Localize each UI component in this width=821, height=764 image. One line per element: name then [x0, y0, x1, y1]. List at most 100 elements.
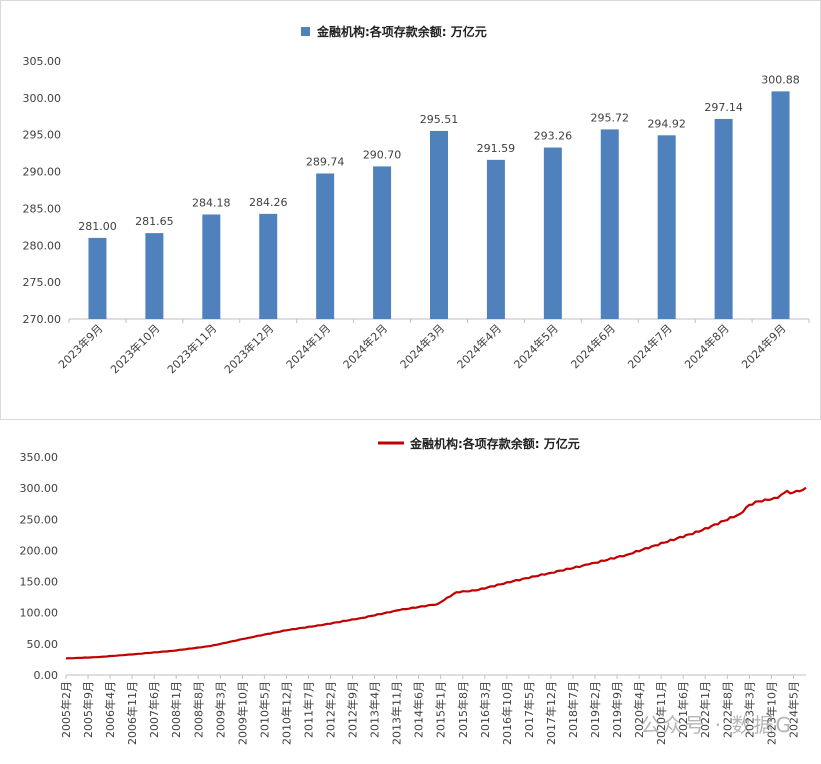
x-tick-label: 2023年10月: [764, 681, 778, 745]
x-tick-label: 2012年2月: [324, 681, 338, 738]
bar-legend: 金融机构:各项存款余额: 万亿元: [301, 24, 487, 39]
bar-chart: 金融机构:各项存款余额: 万亿元 270.00 275.00 280.00 285.00…: [23, 24, 810, 376]
x-tick-label: 2005年2月: [59, 681, 73, 738]
x-tick-label: 2024年8月: [682, 321, 732, 371]
y-tick-label: 275.00: [23, 276, 62, 289]
x-tick-label: 2005年9月: [81, 681, 95, 738]
bar-data-label: 281.65: [135, 215, 174, 228]
x-tick-label: 2017年12月: [544, 681, 558, 745]
bar: [88, 237, 107, 319]
line-legend: 金融机构:各项存款余额: 万亿元: [378, 436, 580, 451]
y-tick-label: 305.00: [23, 55, 62, 68]
bar-data-label: 297.14: [704, 101, 743, 114]
x-tick-label: 2023年12月: [221, 321, 276, 376]
x-tick-label: 2007年6月: [147, 681, 161, 738]
y-tick-label: 150.00: [20, 576, 59, 589]
bar: [543, 147, 562, 319]
x-tick-label: 2024年1月: [283, 321, 333, 371]
x-tick-label: 2008年1月: [169, 681, 183, 738]
bar-data-label: 295.51: [420, 113, 459, 126]
bar-legend-label: 金融机构:各项存款余额: 万亿元: [316, 24, 487, 39]
bar-data-label: 281.00: [78, 220, 117, 233]
bar: [771, 91, 790, 319]
y-tick-label: 285.00: [23, 202, 62, 215]
bar: [430, 130, 448, 319]
line-chart-panel: 金融机构:各项存款余额: 万亿元 0.00 50.00 100.00 150.00 200…: [0, 421, 821, 760]
x-tick-label: 2024年3月: [397, 321, 447, 371]
x-tick-label: 2016年10月: [500, 681, 514, 745]
x-tick-label: 2008年8月: [191, 681, 205, 738]
x-tick-label: 2024年5月: [511, 321, 561, 371]
bar-data-label: 294.92: [647, 117, 686, 130]
x-tick-label: 2024年4月: [454, 321, 504, 371]
x-tick-label: 2010年5月: [257, 681, 271, 738]
bar-data-label: 289.74: [306, 155, 345, 168]
x-tick-label: 2017年5月: [522, 681, 536, 738]
x-tick-label: 2023年3月: [742, 681, 756, 738]
x-tick-label: 2009年3月: [213, 681, 227, 738]
x-tick-label: 2024年5月: [786, 681, 800, 738]
bar-chart-panel: 金融机构:各项存款余额: 万亿元 270.00 275.00 280.00 285.00…: [0, 0, 821, 420]
bar-data-label: 284.26: [249, 196, 288, 209]
x-tick-label: 2024年9月: [738, 321, 788, 371]
bar-data-label: 295.72: [591, 111, 630, 124]
bar-data-label: 300.88: [761, 73, 800, 86]
x-tick-label: 2015年8月: [456, 681, 470, 738]
y-tick-label: 280.00: [23, 239, 62, 252]
line-legend-label: 金融机构:各项存款余额: 万亿元: [409, 436, 580, 451]
watermark: 公众号 · 数据G: [640, 713, 793, 737]
x-tick-label: 2024年6月: [568, 321, 618, 371]
x-tick-label: 2023年10月: [107, 321, 162, 376]
bar: [657, 135, 676, 319]
x-tick-label: 2015年1月: [434, 681, 448, 738]
x-tick-label: 2024年7月: [625, 321, 675, 371]
bar-legend-swatch: [301, 27, 310, 36]
x-tick-label: 2009年10月: [235, 681, 249, 745]
bar: [202, 214, 221, 319]
x-tick-label: 2019年9月: [610, 681, 624, 738]
bar: [145, 233, 164, 319]
x-tick-label: 2006年11月: [125, 681, 139, 745]
bar: [486, 159, 505, 319]
x-tick-label: 2023年11月: [164, 321, 219, 376]
x-tick-label: 2014年6月: [412, 681, 426, 738]
x-tick-label: 2012年9月: [346, 681, 360, 738]
line-chart: 金融机构:各项存款余额: 万亿元 0.00 50.00 100.00 150.00 200…: [20, 436, 807, 745]
y-tick-label: 300.00: [23, 92, 62, 105]
x-tick-label: 2016年3月: [478, 681, 492, 738]
deposit-series-line: [65, 486, 807, 660]
y-tick-label: 0.00: [34, 669, 59, 682]
bar: [600, 129, 619, 319]
bar-data-label: 284.18: [192, 196, 231, 209]
bar: [373, 166, 392, 319]
y-tick-label: 350.00: [20, 451, 59, 464]
x-tick-label: 2022年1月: [698, 681, 712, 738]
x-tick-label: 2020年4月: [632, 681, 646, 738]
x-tick-label: 2019年2月: [588, 681, 602, 738]
x-tick-label: 2013年4月: [368, 681, 382, 738]
x-tick-label: 2006年4月: [103, 681, 117, 738]
y-tick-label: 100.00: [20, 607, 59, 620]
x-tick-label: 2010年12月: [279, 681, 293, 745]
x-tick-label: 2022年8月: [720, 681, 734, 738]
bar: [316, 173, 335, 319]
y-tick-label: 270.00: [23, 313, 62, 326]
y-tick-label: 300.00: [20, 482, 59, 495]
x-tick-label: 2013年11月: [390, 681, 404, 745]
y-tick-label: 250.00: [20, 513, 59, 526]
bar: [259, 213, 278, 319]
x-tick-label: 2011年7月: [301, 681, 315, 738]
bar-data-label: 293.26: [534, 130, 573, 143]
y-tick-label: 290.00: [23, 166, 62, 179]
x-tick-label: 2021年6月: [676, 681, 690, 738]
bar: [714, 118, 733, 320]
x-tick-label: 2024年2月: [340, 321, 390, 371]
x-tick-label: 2018年7月: [566, 681, 580, 738]
y-tick-label: 200.00: [20, 544, 59, 557]
bar-data-label: 290.70: [363, 148, 402, 161]
x-tick-label: 2020年11月: [654, 681, 668, 745]
x-tick-label: 2023年9月: [55, 321, 105, 371]
bar-data-label: 291.59: [477, 142, 516, 155]
y-tick-label: 295.00: [23, 129, 62, 142]
y-tick-label: 50.00: [27, 638, 59, 651]
